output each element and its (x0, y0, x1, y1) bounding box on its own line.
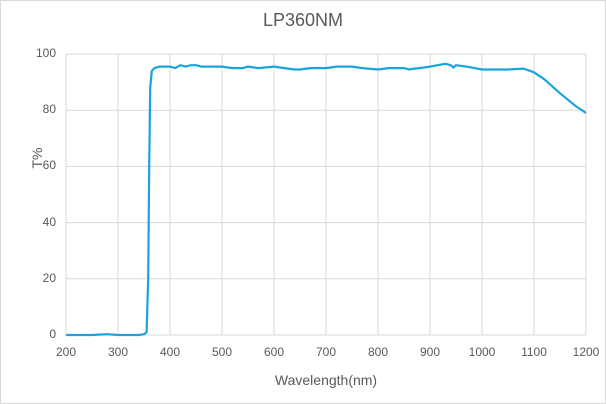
y-tick-label: 60 (42, 158, 56, 173)
x-tick-label: 600 (263, 345, 285, 359)
transmission-curve (66, 62, 587, 337)
x-tick-label: 500 (211, 345, 233, 359)
x-tick-label: 1100 (521, 345, 547, 359)
x-tick-label: 400 (159, 345, 181, 359)
x-tick-label: 800 (367, 345, 389, 359)
y-tick-label: 80 (42, 102, 56, 117)
x-tick-label: 900 (419, 345, 441, 359)
x-axis-label: Wavelength(nm) (274, 372, 378, 388)
x-tick-label: 300 (107, 345, 129, 359)
y-tick-label: 20 (42, 270, 56, 285)
y-tick-label: 40 (42, 214, 56, 229)
x-tick-label: 200 (55, 345, 77, 359)
y-tick-label: 0 (49, 327, 56, 341)
x-tick-label: 700 (315, 345, 337, 359)
x-tick-label: 1200 (572, 345, 600, 359)
y-tick-label: 100 (35, 46, 56, 60)
x-tick-label: 1000 (468, 345, 496, 359)
chart-title: LP360NM (262, 10, 344, 30)
